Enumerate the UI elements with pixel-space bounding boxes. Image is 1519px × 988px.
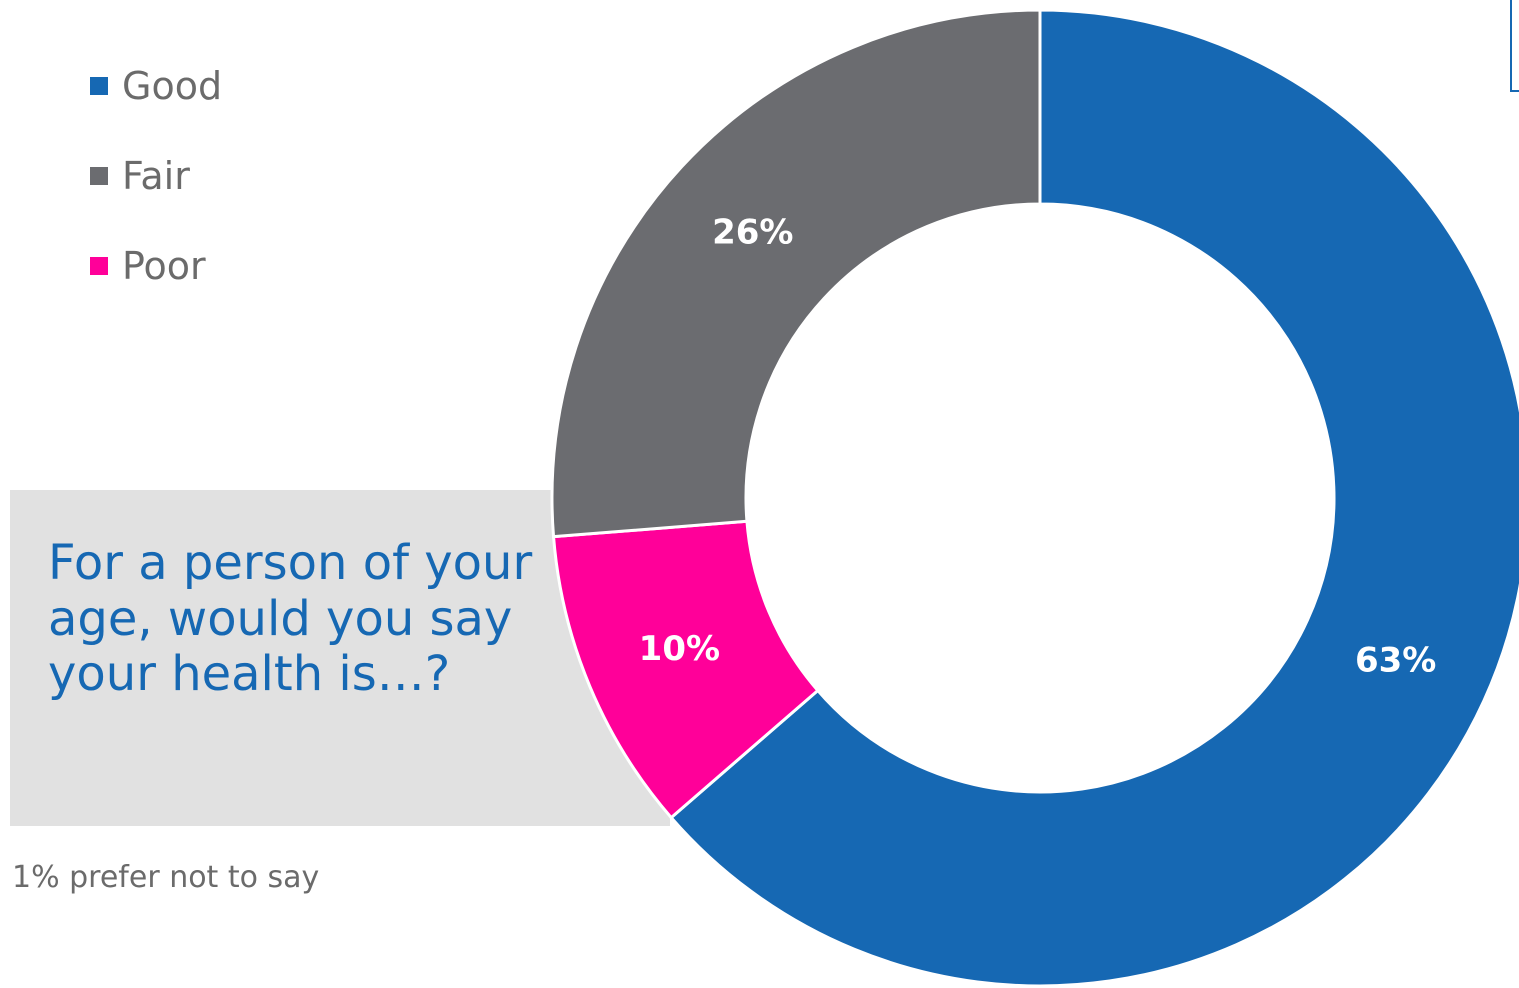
legend-item-poor: Poor [90, 242, 222, 290]
data-label-poor: 10% [639, 629, 720, 669]
data-label-fair: 26% [712, 213, 793, 253]
legend-label-poor: Poor [122, 244, 206, 288]
legend-label-fair: Fair [122, 154, 190, 198]
legend-label-good: Good [122, 64, 223, 108]
corner-accent [1510, 0, 1519, 92]
legend-item-fair: Fair [90, 152, 222, 200]
legend-swatch-poor [90, 257, 108, 275]
donut-labels: 63% 10% 26% [639, 213, 1437, 681]
question-box: For a person of your age, would you say … [10, 490, 670, 826]
legend-swatch-good [90, 77, 108, 95]
legend-swatch-fair [90, 167, 108, 185]
slice-fair [550, 8, 1042, 539]
legend-item-good: Good [90, 62, 222, 110]
donut-slices [550, 8, 1519, 988]
footnote: 1% prefer not to say [12, 860, 320, 895]
question-text: For a person of your age, would you say … [48, 535, 533, 703]
data-label-good: 63% [1355, 640, 1436, 680]
legend: Good Fair Poor [90, 62, 222, 332]
donut-rim [551, 9, 1519, 987]
